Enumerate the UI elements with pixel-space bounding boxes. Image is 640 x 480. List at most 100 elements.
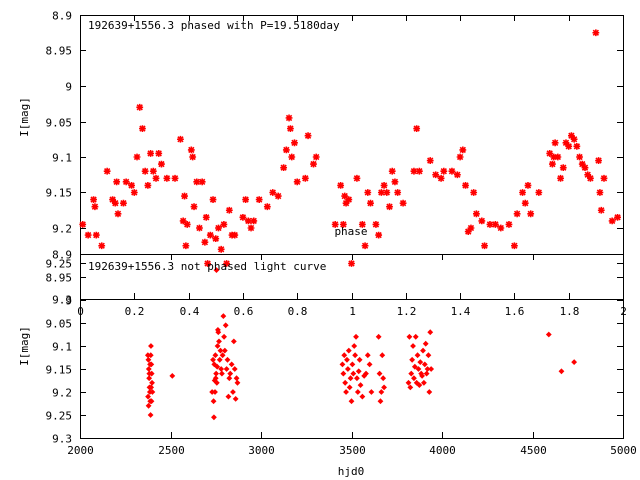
unphased-data-point: [420, 379, 427, 386]
unphased-data-point: [381, 384, 387, 391]
phased-panel: 0 0.2 0.4 0.6 0.8 1 1.2 1.4 1.6 1.8 28.98.9599.059…: [18, 10, 627, 319]
unphased-data-point: [351, 343, 358, 349]
phased-data-point: [600, 174, 608, 182]
unphased-data-point: [363, 370, 369, 377]
phased-data-point: [193, 178, 201, 186]
unphased-data-point: [148, 384, 155, 391]
phased-data-point: [345, 196, 353, 203]
phased-data-point: [84, 231, 92, 239]
phased-data-point: [171, 174, 179, 182]
unphased-data-point: [215, 329, 222, 336]
phased-data-point: [206, 231, 214, 239]
unphased-data-point: [354, 389, 361, 395]
phased-data-point: [339, 221, 347, 228]
unphased-data-point: [221, 333, 227, 340]
unphased-data-point: [219, 352, 226, 359]
phased-data-point: [341, 192, 349, 200]
phased-data-point: [198, 178, 206, 186]
phased-data-point: [470, 189, 478, 196]
phased-data-point: [201, 238, 209, 246]
unphased-data-point: [226, 375, 233, 382]
phased-data-point: [92, 231, 100, 239]
phased-y-axis-label: I[mag]: [18, 97, 31, 137]
phased-data-point: [453, 171, 461, 179]
phased-data-point: [505, 221, 513, 228]
unphased-data-point: [426, 389, 433, 395]
phased-data-point: [120, 199, 127, 207]
unphased-data-point: [354, 375, 360, 382]
unphased-data-point: [414, 352, 421, 359]
phased-data-point: [562, 139, 570, 147]
unphased-data-point: [223, 366, 230, 372]
phased-data-point: [432, 171, 440, 179]
unphased-data-point: [352, 352, 359, 359]
phased-data-point: [204, 260, 212, 267]
phased-data-point: [109, 196, 116, 203]
phased-data-point: [521, 199, 529, 207]
unphased-x-tick-label: 2000: [67, 444, 94, 457]
phased-data-point: [413, 125, 421, 132]
phased-data-point: [149, 167, 157, 175]
phased-data-point: [113, 178, 121, 186]
unphased-y-axis-label: I[mag]: [18, 326, 31, 366]
unphased-data-point: [355, 368, 362, 375]
phased-y-tick-label: 9.2: [52, 223, 72, 236]
unphased-data-point: [410, 343, 416, 349]
phased-data-point: [478, 217, 486, 225]
unphased-data-point: [346, 384, 353, 391]
unphased-data-point: [234, 379, 241, 386]
phased-data-point: [128, 182, 135, 189]
phased-x-tick-label: 0.2: [125, 305, 145, 318]
phased-data-point: [576, 153, 583, 161]
unphased-data-point: [214, 343, 221, 349]
phased-data-point: [187, 146, 195, 154]
unphased-y-tick-label: 8.95: [46, 272, 73, 285]
phased-data-point: [388, 167, 396, 175]
phased-data-point: [546, 150, 554, 157]
unphased-data-point: [347, 375, 354, 382]
unphased-data-point: [230, 338, 237, 345]
phased-data-point: [239, 213, 247, 221]
unphased-data-point: [213, 370, 220, 377]
phased-x-tick-label: 1.2: [397, 305, 417, 318]
unphased-data-point: [340, 370, 347, 377]
phased-y-tick-label: 9: [65, 81, 72, 94]
unphased-data-point: [380, 375, 387, 382]
phased-data-point: [364, 189, 372, 196]
phased-data-point: [456, 153, 464, 161]
unphased-data-point: [344, 356, 350, 363]
phased-data-point: [535, 189, 543, 196]
phased-data-point: [581, 164, 589, 172]
phased-data-point: [130, 189, 138, 196]
phased-data-point: [301, 174, 309, 182]
phased-data-point: [111, 199, 119, 207]
phased-data-point: [155, 150, 163, 157]
phased-y-tick-label: 9.15: [46, 187, 73, 200]
phased-data-point: [437, 174, 445, 182]
phased-data-point: [136, 103, 144, 111]
phased-data-point: [565, 142, 573, 150]
unphased-data-point: [216, 338, 222, 345]
phased-data-point: [179, 217, 187, 225]
phased-data-point: [331, 221, 339, 228]
unphased-data-point: [212, 375, 219, 382]
unphased-data-point: [216, 356, 223, 363]
unphased-x-tick-label: 4000: [429, 444, 456, 457]
unphased-data-point: [348, 398, 355, 405]
unphased-marks: [144, 267, 578, 421]
unphased-data-point: [411, 363, 418, 370]
unphased-data-point: [146, 375, 153, 382]
phased-data-point: [513, 210, 521, 218]
unphased-data-point: [145, 402, 152, 409]
phased-data-point: [481, 242, 488, 250]
phased-data-point: [491, 221, 499, 228]
phased-data-point: [269, 189, 277, 196]
unphased-data-point: [222, 322, 229, 329]
phased-data-point: [212, 235, 220, 243]
unphased-data-point: [411, 375, 417, 382]
phased-data-point: [557, 174, 564, 182]
unphased-data-point: [425, 352, 432, 359]
unphased-x-tick-label: 2500: [158, 444, 185, 457]
phased-data-point: [415, 167, 423, 175]
phased-data-point: [394, 189, 402, 196]
